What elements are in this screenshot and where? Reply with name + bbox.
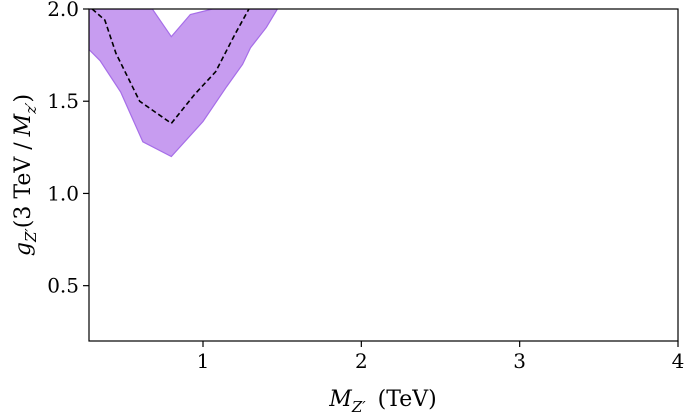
y-axis-mass-symbol: M <box>11 113 36 137</box>
y-tick-label: 1.5 <box>47 89 79 113</box>
y-tick-label: 0.5 <box>47 274 79 298</box>
dashed-series-line-1 <box>91 9 250 125</box>
y-tick-label: 2.0 <box>47 0 79 21</box>
y-axis-rest: (3 TeV / <box>11 142 36 228</box>
x-axis-symbol: M <box>328 387 352 412</box>
x-tick-label: 4 <box>672 349 685 373</box>
y-axis-close: ) <box>11 94 36 103</box>
x-tick-label: 3 <box>513 349 526 373</box>
x-axis-unit: (TeV) <box>378 387 437 412</box>
band-region-0 <box>89 9 279 158</box>
plot-frame <box>88 8 679 342</box>
x-tick-label: 1 <box>197 349 210 373</box>
y-tick-label: 1.0 <box>47 181 79 205</box>
y-axis-subscript: Z′ <box>22 228 40 243</box>
y-axis-mass-subscript: z′ <box>22 102 40 115</box>
y-axis-label: gZ′(3 TeV / Mz′) <box>11 94 40 256</box>
x-tick-label: 2 <box>355 349 368 373</box>
plot-layer <box>89 9 279 158</box>
x-axis-subscript: Z′ <box>351 398 366 416</box>
ticks-layer: 1 2 3 4 0.5 1.0 1.5 2.0 <box>47 0 684 373</box>
y-axis-symbol: g <box>11 242 36 256</box>
x-axis-label: MZ′ (TeV) <box>328 387 436 416</box>
